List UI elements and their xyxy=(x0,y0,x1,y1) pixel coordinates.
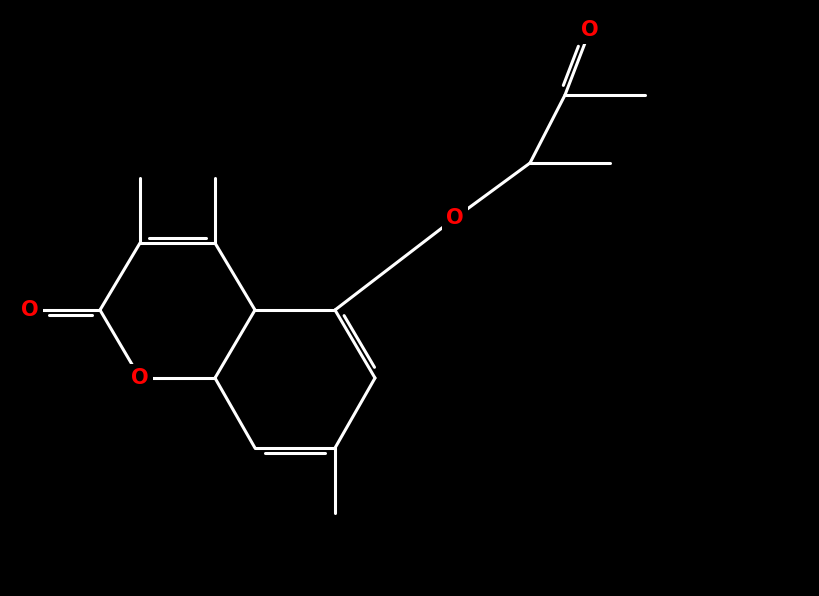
Text: O: O xyxy=(581,20,599,40)
Text: O: O xyxy=(446,208,464,228)
Text: O: O xyxy=(21,300,38,320)
Text: O: O xyxy=(131,368,149,388)
